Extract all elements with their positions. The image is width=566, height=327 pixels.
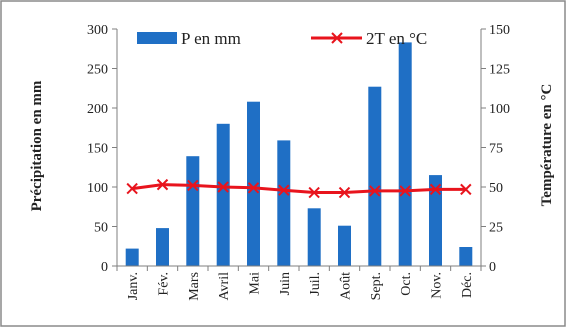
axes: 0 50 100 150 200 250 300 0 25 50 75 100 125 150 Janv. F… <box>87 23 510 301</box>
y-axis-right-title: Température en °C <box>539 84 555 207</box>
temperature-point-3 <box>217 181 229 193</box>
temperature-point-0 <box>126 182 138 195</box>
bar-11 <box>459 247 473 266</box>
y-right-tick-label: 75 <box>489 142 503 157</box>
temperature-point-8 <box>369 185 381 197</box>
temperature-marker-stroke <box>217 181 229 193</box>
bar-9 <box>398 42 412 267</box>
y-right-tick-label: 100 <box>489 102 510 117</box>
x-category-label: Fév. <box>157 272 172 296</box>
temperature-marker-stroke <box>156 178 169 191</box>
bar-2 <box>186 156 200 266</box>
temperature-line <box>126 178 472 199</box>
temperature-marker-stroke <box>369 185 381 197</box>
y-right-tick-label: 25 <box>489 221 503 236</box>
legend-label-precipitation: P en mm <box>181 29 241 48</box>
temperature-point-6 <box>308 186 320 199</box>
x-category-label: Juil. <box>308 272 323 296</box>
x-category-label: Mai <box>248 272 263 295</box>
y-right-tick-label: 125 <box>489 63 510 78</box>
temperature-marker-stroke <box>460 183 472 196</box>
temperature-marker-stroke <box>399 185 411 197</box>
bar-0 <box>125 248 139 266</box>
temperature-point-11 <box>460 183 472 196</box>
bar-5 <box>277 140 291 266</box>
temperature-marker-stroke <box>338 186 351 199</box>
legend: P en mm 2T en °C <box>137 29 427 48</box>
temperature-marker-stroke <box>126 182 138 195</box>
temperature-point-1 <box>156 178 169 191</box>
y-left-tick-label: 0 <box>101 260 108 275</box>
y-left-tick-label: 150 <box>87 142 108 157</box>
x-category-label: Août <box>339 272 354 300</box>
y-right-tick-label: 150 <box>489 23 510 38</box>
temperature-marker-stroke <box>429 183 442 196</box>
legend-label-temperature: 2T en °C <box>366 29 427 48</box>
y-left-tick-label: 250 <box>87 63 108 78</box>
bar-10 <box>429 175 442 266</box>
y-right-tick-label: 50 <box>489 181 503 196</box>
x-category-label: Avril <box>217 272 232 301</box>
x-category-label: Mars <box>187 272 202 301</box>
x-category-label: Sept. <box>369 272 384 300</box>
temperature-point-5 <box>278 184 290 196</box>
temperature-series-line <box>132 183 466 194</box>
temperature-marker-stroke <box>247 182 260 194</box>
y-left-tick-label: 300 <box>87 23 108 38</box>
temperature-point-7 <box>338 186 351 199</box>
y-right-tick-label: 0 <box>489 260 496 275</box>
bar-4 <box>247 101 260 266</box>
y-left-tick-label: 50 <box>94 221 108 236</box>
legend-swatch-temperature-marker <box>331 32 343 44</box>
legend-swatch-precipitation <box>137 32 177 44</box>
y-left-tick-label: 200 <box>87 102 108 117</box>
bar-8 <box>368 86 382 266</box>
temperature-marker-stroke <box>308 186 320 199</box>
y-axis-left-title: Précipitation en mm <box>29 80 45 211</box>
bar-7 <box>338 225 351 266</box>
temperature-point-9 <box>399 185 411 197</box>
bar-3 <box>216 123 230 266</box>
temperature-point-4 <box>247 182 260 194</box>
x-category-label: Déc. <box>460 272 475 298</box>
y-left-tick-label: 100 <box>87 181 108 196</box>
bar-6 <box>307 208 321 266</box>
temperature-point-2 <box>187 179 199 192</box>
x-category-label: Juin <box>278 272 293 295</box>
bar-1 <box>156 228 169 266</box>
x-category-label: Janv. <box>126 272 141 300</box>
temperature-marker-stroke <box>278 184 290 196</box>
x-category-label: Oct. <box>399 272 414 296</box>
temperature-marker-stroke <box>187 179 199 192</box>
temperature-point-10 <box>429 183 442 196</box>
x-category-label: Nov. <box>430 272 445 299</box>
precipitation-bars <box>125 42 473 267</box>
